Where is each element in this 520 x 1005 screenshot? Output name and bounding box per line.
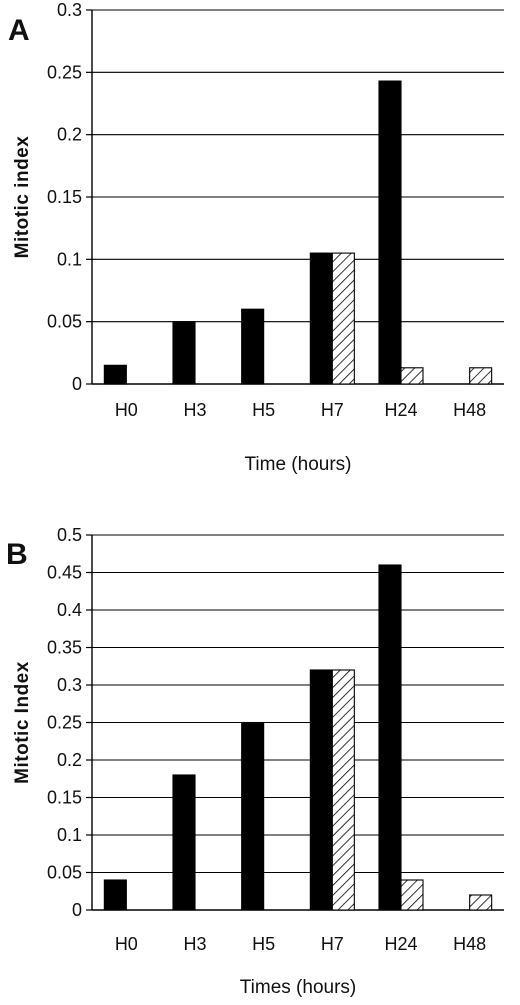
y-axis-title: Mitotic Index — [12, 661, 33, 784]
y-tick-label: 0.35 — [47, 638, 82, 658]
bar-solid-h7 — [309, 669, 333, 911]
x-axis-title: Times (hours) — [240, 977, 356, 998]
y-tick-label: 0.2 — [57, 750, 82, 770]
x-tick-label: H24 — [384, 934, 417, 954]
x-tick-label: H7 — [321, 934, 344, 954]
x-axis-title: Time (hours) — [245, 454, 352, 475]
bar-hatched-h48 — [469, 894, 493, 911]
x-tick-label: H5 — [252, 400, 275, 420]
bar-hatched-h7 — [331, 252, 355, 385]
bar-hatched-h24 — [400, 879, 424, 911]
y-axis-title: Mitotic index — [12, 136, 33, 259]
bar-solid-h24 — [378, 564, 402, 911]
y-tick-label: 0.45 — [47, 563, 82, 583]
y-tick-label: 0.1 — [57, 825, 82, 845]
bar-solid-h3 — [172, 321, 196, 385]
bar-solid-h0 — [103, 879, 127, 911]
bar-solid-h24 — [378, 80, 402, 385]
y-tick-label: 0.05 — [47, 863, 82, 883]
y-tick-label: 0.2 — [57, 125, 82, 145]
x-tick-label: H24 — [384, 400, 417, 420]
chart-panel-b: B 0 0.05 0.1 0.15 0.2 0.25 0.3 0.35 0.4 0.45 0.5 H0 H… — [6, 525, 504, 998]
y-tick-label: 0 — [72, 374, 82, 394]
y-tick-label: 0.3 — [57, 0, 82, 20]
panel-letter-b: B — [6, 538, 28, 571]
bar-solid-h7 — [309, 252, 333, 385]
y-tick-label: 0.3 — [57, 675, 82, 695]
y-tick-label: 0.1 — [57, 249, 82, 269]
y-tick-label: 0.15 — [47, 788, 82, 808]
x-tick-label: H7 — [321, 400, 344, 420]
y-tick-label: 0.4 — [57, 600, 82, 620]
bar-solid-h5 — [241, 308, 265, 385]
y-tick-label: 0.5 — [57, 525, 82, 545]
bar-hatched-h48 — [469, 367, 493, 385]
y-tick-label: 0.25 — [47, 713, 82, 733]
bar-hatched-h7 — [331, 669, 355, 911]
x-tick-label: H48 — [453, 934, 486, 954]
bar-solid-h0 — [103, 364, 127, 385]
x-tick-label: H0 — [115, 934, 138, 954]
bar-solid-h5 — [241, 721, 265, 911]
bar-solid-h3 — [172, 774, 196, 911]
y-tick-label: 0.25 — [47, 62, 82, 82]
chart-panel-a: A 0 0.05 0.1 0.15 0.2 0.25 0.3 H0 H3 H5 H7 H24 H48 Tim… — [8, 0, 504, 475]
y-tick-label: 0.05 — [47, 312, 82, 332]
y-tick-label: 0 — [72, 900, 82, 920]
bar-hatched-h24 — [400, 367, 424, 385]
x-tick-label: H5 — [252, 934, 275, 954]
y-tick-label: 0.15 — [47, 187, 82, 207]
x-tick-label: H3 — [183, 400, 206, 420]
panel-letter-a: A — [8, 14, 30, 47]
x-tick-label: H48 — [453, 400, 486, 420]
x-tick-label: H3 — [183, 934, 206, 954]
x-tick-label: H0 — [115, 400, 138, 420]
